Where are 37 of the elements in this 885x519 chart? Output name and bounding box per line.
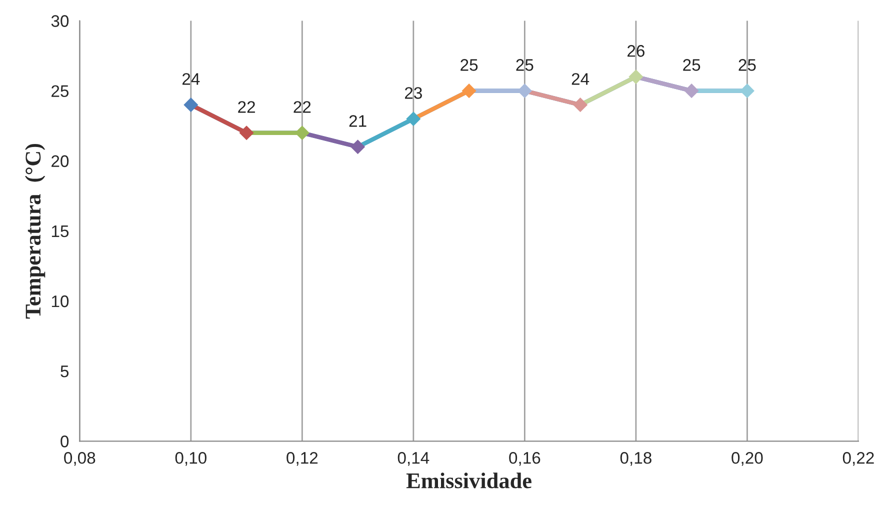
y-axis-title: Temperatura (°C) xyxy=(24,144,46,319)
y-tick-label: 0 xyxy=(60,436,69,448)
point xyxy=(684,84,699,98)
x-tick-label: 0,20 xyxy=(732,452,763,466)
y-tick-label: 20 xyxy=(52,155,69,168)
y-tick-label: 30 xyxy=(51,15,69,27)
x-tick-label: 0,08 xyxy=(64,452,96,466)
x-tick-label: 0,16 xyxy=(509,452,540,466)
x-tick-label: 0,14 xyxy=(398,452,430,466)
data-label: 25 xyxy=(516,59,534,71)
data-label: 24 xyxy=(572,73,590,85)
point xyxy=(406,112,421,126)
data-label: 22 xyxy=(294,101,311,113)
x-axis-title: Emissividade xyxy=(406,472,532,488)
y-tick-label: 10 xyxy=(52,295,69,308)
point xyxy=(628,70,644,84)
data-label: 25 xyxy=(738,59,756,71)
data-label: 22 xyxy=(238,101,255,113)
x-tick-label: 0,18 xyxy=(620,452,652,466)
point xyxy=(294,126,310,140)
x-tick-label: 0,10 xyxy=(175,452,206,466)
data-label: 26 xyxy=(628,45,644,57)
x-tick-label: 0,22 xyxy=(842,452,874,466)
point xyxy=(462,84,476,98)
point xyxy=(239,126,254,140)
data-label: 24 xyxy=(182,73,200,85)
y-tick-label: 5 xyxy=(60,366,69,378)
point xyxy=(350,140,366,154)
data-label: 25 xyxy=(683,59,700,71)
point xyxy=(573,98,588,112)
point xyxy=(184,98,198,112)
data-label: 21 xyxy=(349,115,366,127)
data-label: 25 xyxy=(460,59,478,71)
y-tick-label: 15 xyxy=(52,226,69,238)
x-tick-label: 0,12 xyxy=(286,452,318,466)
data-label: 23 xyxy=(404,87,422,99)
y-tick-label: 25 xyxy=(52,85,69,98)
